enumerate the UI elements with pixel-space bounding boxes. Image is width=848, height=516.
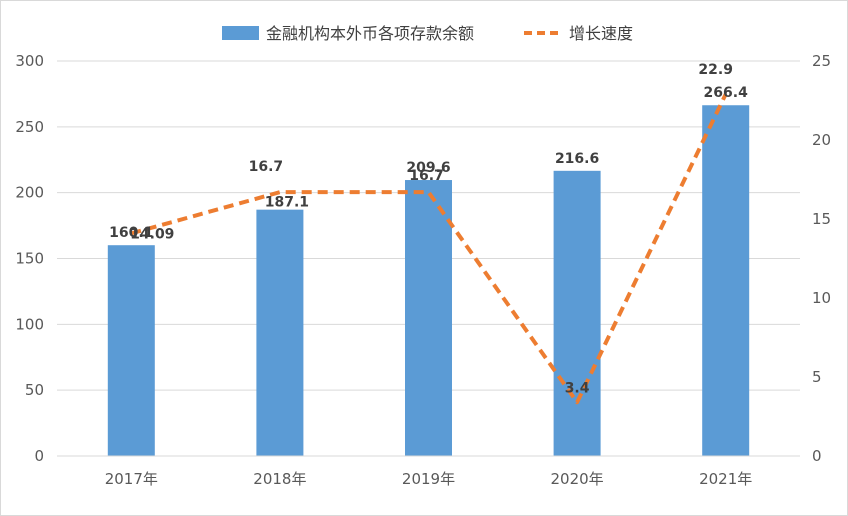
bar-data-label: 266.4	[704, 85, 749, 101]
legend-bar-swatch	[222, 26, 259, 40]
y-left-tick-label: 50	[25, 381, 44, 399]
y-left-tick-label: 100	[15, 315, 44, 333]
bar	[107, 245, 155, 456]
bar	[553, 170, 601, 456]
bar-data-label: 160.1	[109, 225, 153, 241]
legend-line-label: 增长速度	[569, 24, 633, 43]
x-tick-label: 2017年	[105, 470, 158, 488]
y-left-tick-label: 300	[15, 52, 44, 70]
growth-line	[130, 93, 728, 405]
y-left-tick-label: 0	[34, 447, 44, 465]
line-series	[130, 93, 728, 405]
axes: 0 50 100 150 200 250 300 0 5 10 15 20 25 2017年 2018年 20…	[15, 52, 831, 488]
bar	[405, 180, 452, 456]
bar-data-label: 209.6	[406, 160, 450, 176]
bar-data-label: 187.1	[265, 195, 309, 211]
x-tick-label: 2021年	[699, 470, 752, 488]
bar	[702, 105, 750, 457]
line-data-label: 14.09	[130, 226, 174, 242]
legend-bar-label: 金融机构本外币各项存款余额	[266, 24, 474, 43]
y-right-tick-label: 15	[812, 210, 831, 228]
x-tick-label: 2018年	[253, 470, 306, 488]
bar-data-label: 216.6	[555, 151, 599, 167]
y-left-tick-label: 150	[15, 250, 44, 268]
line-data-label: 22.9	[698, 62, 733, 78]
line-data-label: 3.4	[565, 380, 590, 396]
line-data-label: 16.7	[409, 168, 444, 184]
y-right-tick-label: 25	[812, 52, 831, 70]
y-left-tick-label: 250	[15, 118, 44, 136]
gridlines	[57, 60, 800, 391]
line-data-label: 16.7	[249, 159, 284, 175]
data-labels: 160.1 187.1 209.6 216.6 266.4 14.09 16.7 16.7 3.…	[109, 62, 748, 396]
y-left-tick-label: 200	[15, 184, 44, 202]
bar	[256, 209, 304, 456]
y-right-tick-label: 10	[812, 289, 831, 307]
y-right-tick-label: 5	[812, 368, 822, 386]
y-right-tick-label: 0	[812, 447, 822, 465]
legend[interactable]: 金融机构本外币各项存款余额 增长速度	[222, 24, 633, 43]
x-tick-label: 2019年	[402, 470, 455, 488]
y-right-tick-label: 20	[812, 131, 831, 149]
bar-series	[107, 105, 750, 457]
x-tick-label: 2020年	[551, 470, 604, 488]
